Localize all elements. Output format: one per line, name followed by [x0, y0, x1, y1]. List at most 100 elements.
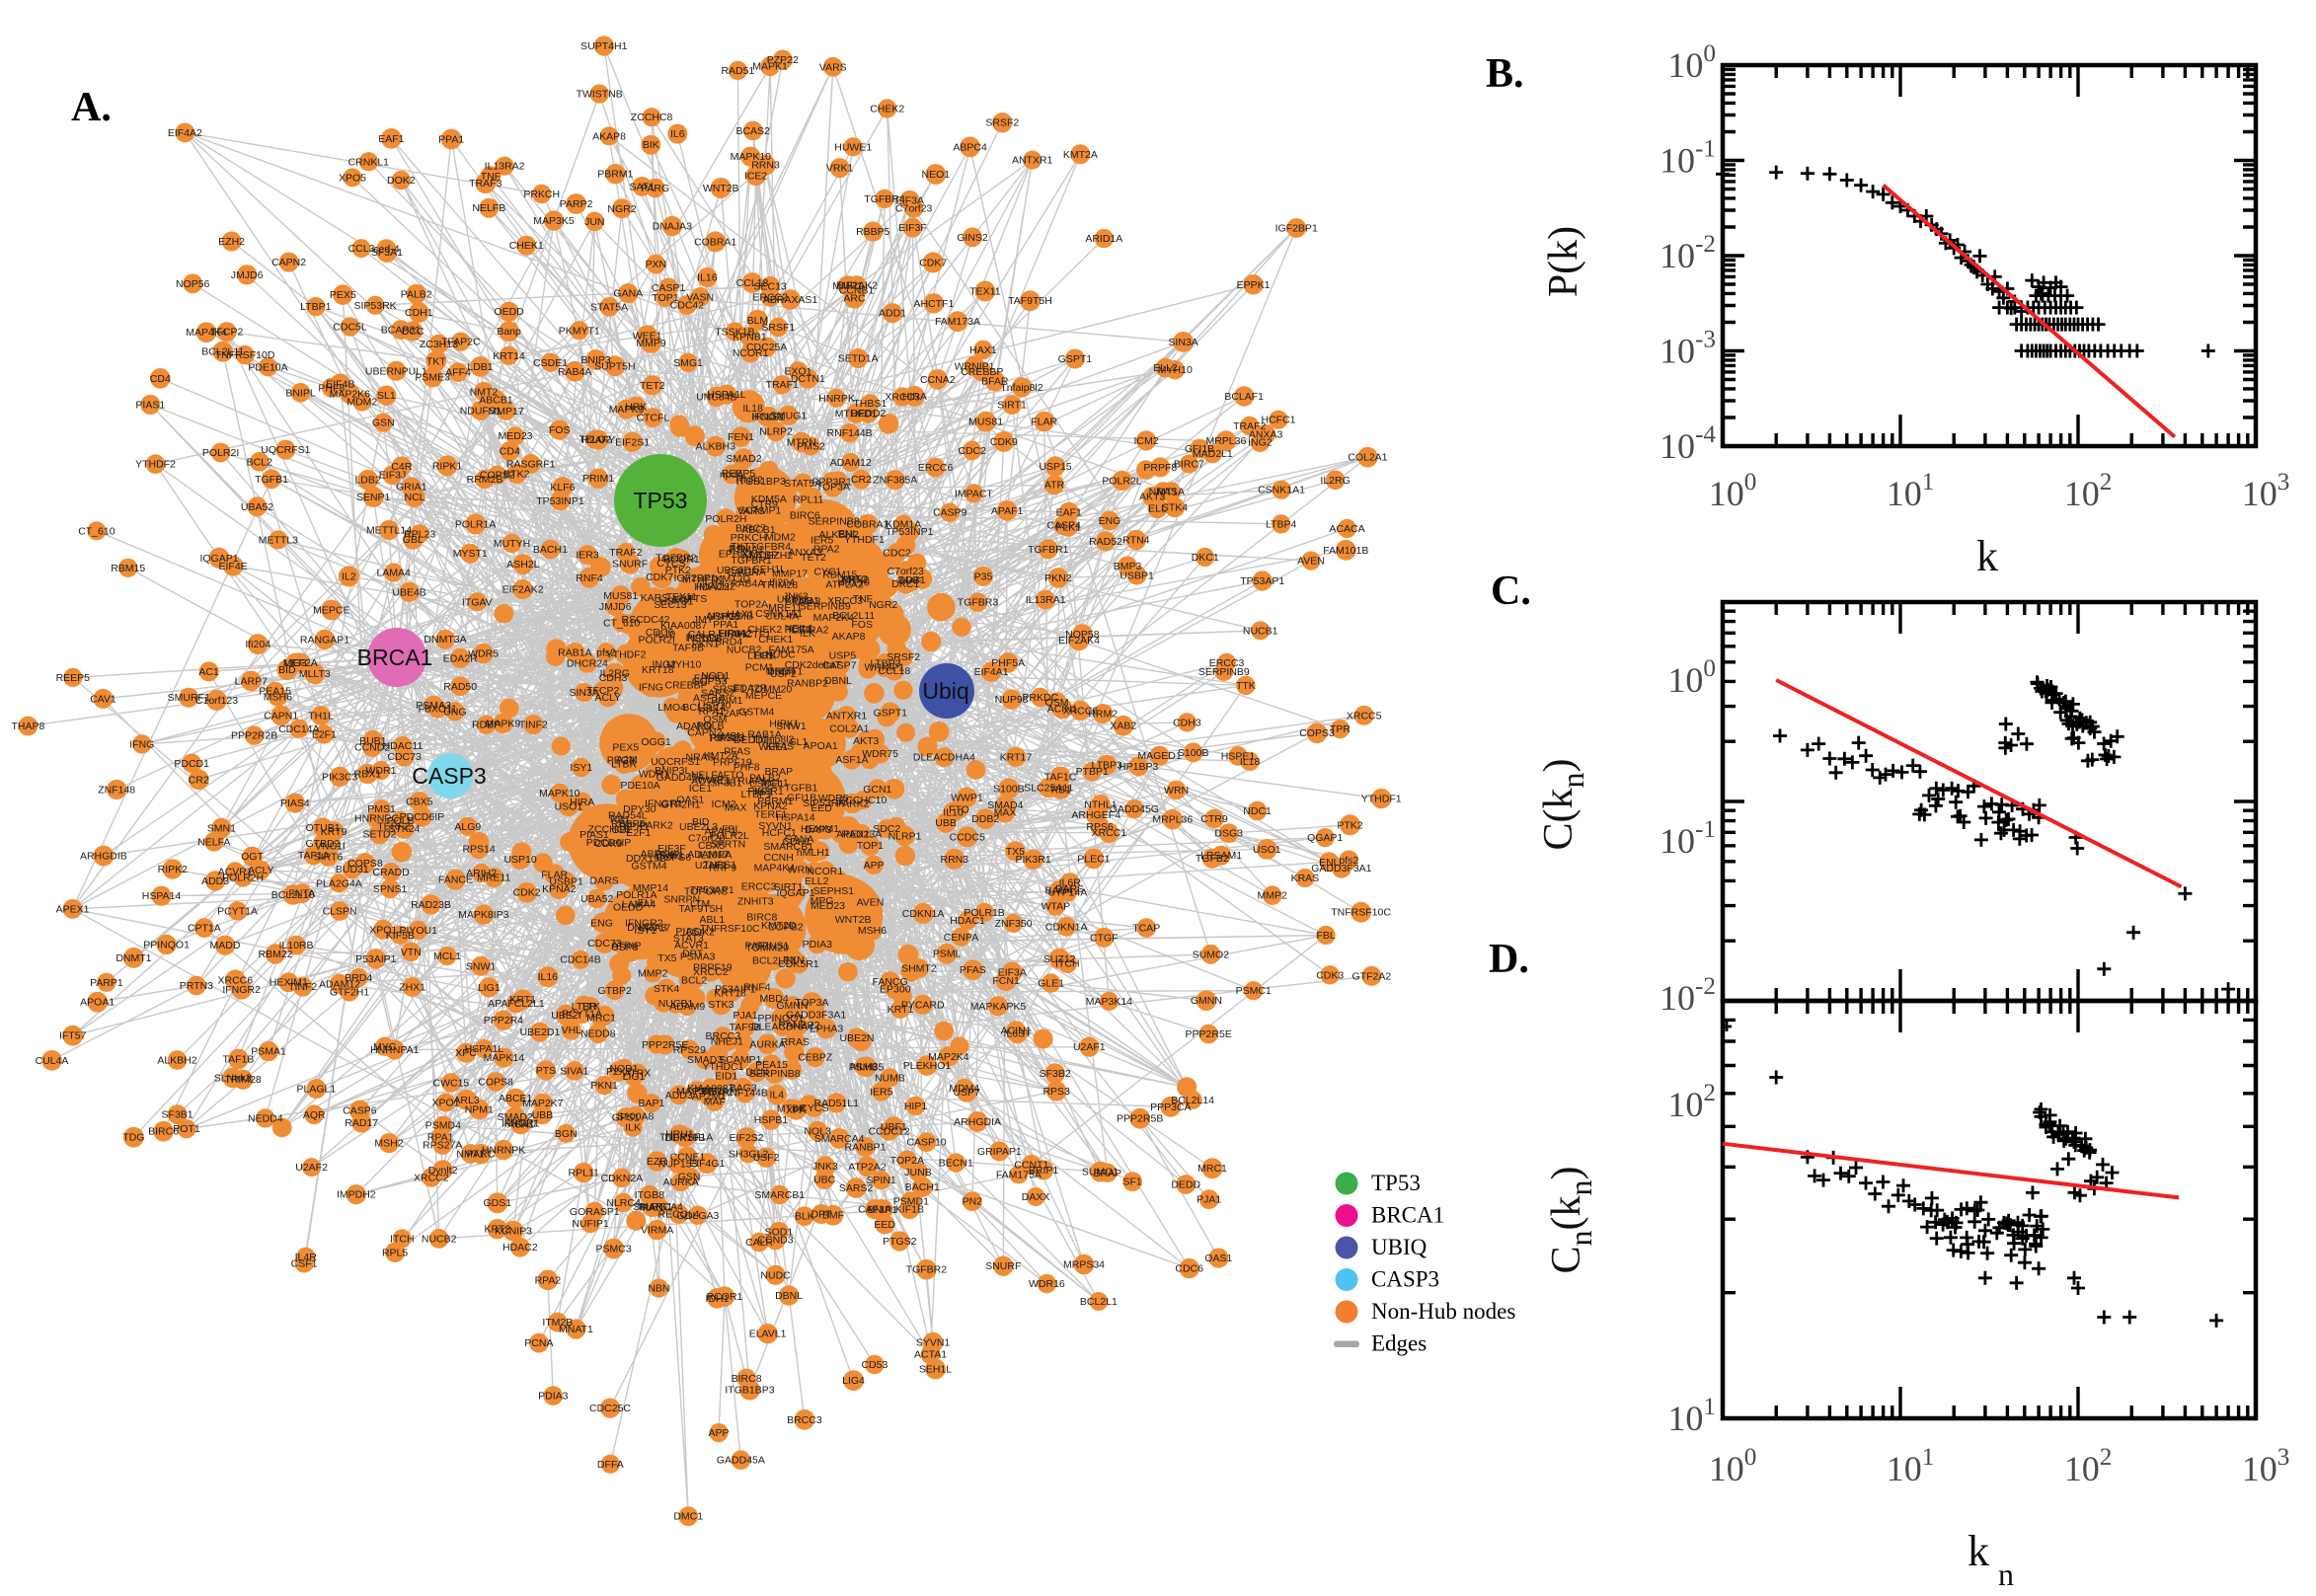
svg-text:MLLT3: MLLT3 [299, 668, 331, 680]
svg-text:ABCB1: ABCB1 [479, 395, 513, 407]
svg-text:PRPF8: PRPF8 [1143, 462, 1177, 474]
svg-text:TRIM28: TRIM28 [224, 1074, 262, 1086]
svg-text:HCFC1: HCFC1 [1261, 415, 1295, 426]
svg-text:TRIAP1: TRIAP1 [732, 775, 768, 787]
svg-text:IL2RG: IL2RG [1320, 475, 1350, 487]
svg-text:RPS14: RPS14 [462, 843, 495, 855]
svg-text:TP53: TP53 [634, 488, 688, 513]
svg-text:IL6ST: IL6ST [1003, 1027, 1032, 1039]
svg-text:PXN: PXN [646, 259, 667, 270]
svg-text:RBBP5: RBBP5 [856, 226, 890, 238]
svg-text:CDH3: CDH3 [1173, 717, 1201, 728]
svg-text:NLRP2: NLRP2 [759, 426, 793, 438]
svg-text:GBL: GBL [403, 534, 424, 546]
svg-text:SPNS1: SPNS1 [373, 883, 408, 895]
svg-text:UBIQ: UBIQ [1371, 1235, 1428, 1259]
svg-text:U2AF1: U2AF1 [1073, 1041, 1106, 1053]
svg-text:ELL: ELL [1148, 503, 1167, 515]
svg-text:STK3: STK3 [708, 999, 733, 1011]
svg-text:COBRA1: COBRA1 [694, 236, 736, 248]
svg-text:SF1: SF1 [1122, 1177, 1141, 1188]
svg-text:CSNK1A1: CSNK1A1 [1258, 485, 1305, 496]
svg-text:BCL2L1: BCL2L1 [1080, 1296, 1118, 1308]
svg-text:WNT2B: WNT2B [835, 914, 872, 926]
svg-text:VRK1: VRK1 [826, 163, 854, 175]
svg-text:BECN1: BECN1 [939, 1158, 973, 1170]
svg-text:NOL3: NOL3 [804, 1125, 831, 1137]
svg-text:CCL3: CCL3 [348, 243, 375, 255]
svg-text:hMLH1: hMLH1 [797, 847, 830, 859]
svg-text:PDCD6IP: PDCD6IP [400, 811, 445, 823]
svg-text:GSTM4: GSTM4 [738, 706, 774, 718]
svg-text:CD4: CD4 [500, 446, 520, 458]
svg-text:RB1: RB1 [1051, 785, 1072, 797]
svg-text:IMPACT: IMPACT [955, 488, 993, 499]
svg-text:NRAS: NRAS [686, 752, 715, 764]
svg-text:WWP1: WWP1 [951, 792, 983, 803]
svg-text:NBN: NBN [648, 1283, 669, 1295]
svg-text:AFF4: AFF4 [445, 367, 471, 379]
svg-text:JMY: JMY [693, 614, 714, 626]
svg-text:FAM173A: FAM173A [935, 316, 980, 328]
svg-text:C7orf20: C7orf20 [688, 832, 726, 844]
svg-text:XRCC3: XRCC3 [827, 595, 863, 607]
svg-text:MSH6: MSH6 [858, 925, 887, 937]
svg-text:U2AF2: U2AF2 [295, 1162, 328, 1174]
svg-text:USF2: USF2 [753, 1152, 780, 1164]
svg-text:PIK3C3: PIK3C3 [322, 772, 357, 784]
svg-text:COPS6: COPS6 [656, 852, 691, 864]
svg-text:ENG: ENG [590, 917, 613, 929]
svg-text:Ifi204: Ifi204 [245, 639, 270, 650]
svg-text:POT1: POT1 [173, 1123, 200, 1135]
svg-text:BNIP3L: BNIP3L [655, 765, 690, 777]
svg-text:FOS: FOS [549, 424, 571, 436]
svg-text:NEIL1: NEIL1 [785, 623, 813, 635]
svg-text:IER5: IER5 [870, 1086, 893, 1098]
svg-text:CDC5L: CDC5L [333, 322, 367, 334]
svg-text:PSMA3: PSMA3 [416, 700, 451, 712]
svg-text:RAB4A: RAB4A [731, 577, 764, 589]
svg-text:ARID1A: ARID1A [1085, 233, 1122, 245]
svg-text:BACH1: BACH1 [533, 544, 568, 556]
svg-text:ADAM9: ADAM9 [669, 1001, 705, 1013]
svg-text:SERPINB8: SERPINB8 [749, 1068, 801, 1080]
svg-text:EDA2R: EDA2R [733, 683, 767, 695]
svg-text:DOK2: DOK2 [387, 175, 416, 187]
svg-text:DARS: DARS [1055, 883, 1084, 895]
svg-text:DPY30: DPY30 [623, 803, 656, 815]
svg-text:EZH2: EZH2 [218, 236, 245, 248]
svg-text:APEX1: APEX1 [56, 903, 90, 915]
svg-text:HSPA1L: HSPA1L [465, 1043, 504, 1055]
svg-text:OTUB1: OTUB1 [306, 822, 341, 834]
svg-text:XRCC6: XRCC6 [218, 974, 254, 986]
svg-text:RTN4: RTN4 [1122, 534, 1149, 546]
svg-text:RPS3: RPS3 [1042, 1086, 1070, 1098]
svg-text:PTS: PTS [536, 1065, 556, 1077]
svg-text:GANA: GANA [613, 288, 643, 300]
svg-text:AKAP8: AKAP8 [832, 631, 866, 643]
svg-text:ENL: ENL [838, 528, 859, 540]
svg-text:PSMD4: PSMD4 [425, 1120, 461, 1132]
svg-text:GMNN: GMNN [1191, 995, 1222, 1007]
svg-text:IL16: IL16 [697, 272, 718, 284]
svg-text:ITM2B: ITM2B [542, 1317, 573, 1329]
svg-text:PARP1: PARP1 [90, 977, 123, 989]
svg-text:BCL2L10: BCL2L10 [271, 889, 315, 901]
svg-text:ATR: ATR [1044, 480, 1065, 492]
svg-text:CDC73: CDC73 [387, 751, 422, 763]
svg-text:IGF2BP1: IGF2BP1 [1275, 223, 1318, 235]
svg-text:CDC2: CDC2 [958, 445, 986, 457]
svg-text:AVEN: AVEN [1297, 556, 1325, 568]
svg-text:ARHGDIA: ARHGDIA [954, 1116, 1001, 1128]
svg-text:MRPL36: MRPL36 [1152, 814, 1193, 826]
svg-text:UBE4B: UBE4B [392, 586, 425, 598]
svg-text:UBA52: UBA52 [241, 501, 273, 513]
svg-text:MYC: MYC [373, 1041, 397, 1053]
svg-text:COPS3: COPS3 [692, 675, 728, 687]
svg-text:LTBP1: LTBP1 [300, 301, 331, 313]
svg-text:PPA1: PPA1 [438, 134, 464, 146]
svg-text:UBE2D1: UBE2D1 [519, 1026, 560, 1038]
svg-text:SF3A1: SF3A1 [371, 247, 403, 259]
svg-text:MAP4K4: MAP4K4 [186, 327, 227, 339]
svg-text:PPP3R1: PPP3R1 [812, 477, 852, 489]
